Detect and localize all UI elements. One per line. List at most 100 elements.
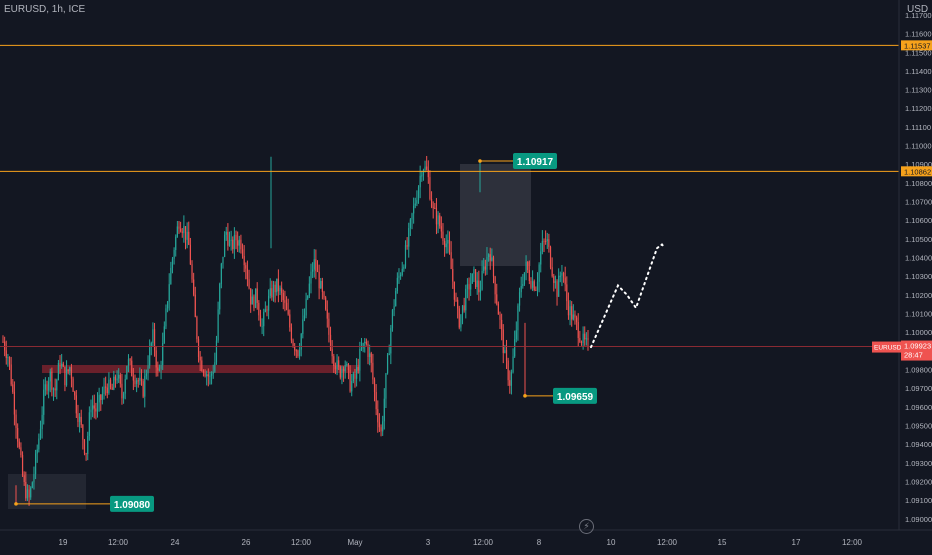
candle-body bbox=[474, 269, 477, 288]
candle-body bbox=[294, 346, 296, 351]
candle-body bbox=[261, 326, 263, 328]
candle-body bbox=[533, 281, 535, 290]
candle-body bbox=[212, 371, 214, 375]
candle-body bbox=[142, 381, 144, 397]
time-tick-label: 10 bbox=[607, 538, 616, 547]
candle-body bbox=[395, 291, 397, 307]
candle-body bbox=[5, 350, 7, 358]
candle-body bbox=[127, 359, 130, 366]
candle-body bbox=[227, 231, 229, 246]
candle-body bbox=[398, 275, 400, 278]
price-tick-label: 1.09500 bbox=[905, 421, 932, 430]
candle-body bbox=[566, 284, 568, 302]
candle-body bbox=[383, 398, 385, 422]
candle-body bbox=[414, 203, 416, 206]
candle-body bbox=[505, 350, 508, 361]
price-tick-label: 1.09300 bbox=[905, 459, 932, 468]
candle-body bbox=[400, 275, 402, 277]
candle-body bbox=[429, 177, 431, 199]
candle-body bbox=[199, 356, 201, 361]
price-tick-label: 1.11300 bbox=[905, 86, 932, 95]
level-price-badge-text: 1.11537 bbox=[904, 41, 931, 50]
price-tick-label: 1.10400 bbox=[905, 254, 932, 263]
candle-body bbox=[31, 482, 33, 488]
price-axis[interactable]: 1.11700 1.11600 1.11500 1.11400 1.11300 1.112… bbox=[905, 11, 932, 524]
candle-body bbox=[194, 294, 196, 318]
candle-body bbox=[116, 378, 118, 381]
candle-body bbox=[165, 308, 167, 327]
candle-body bbox=[250, 288, 252, 305]
candle-body bbox=[391, 310, 394, 329]
candle-body bbox=[437, 215, 439, 225]
candle-body bbox=[51, 371, 53, 390]
candle-body bbox=[380, 427, 382, 432]
candle-body bbox=[180, 228, 182, 232]
candle-body bbox=[83, 439, 86, 454]
candle-body bbox=[373, 379, 376, 392]
candle-body bbox=[331, 349, 333, 357]
candle-body bbox=[487, 254, 490, 258]
candle-body bbox=[77, 413, 79, 423]
candle-body bbox=[248, 279, 250, 289]
candle-body bbox=[471, 273, 473, 284]
candle-body bbox=[468, 284, 470, 290]
price-tick-label: 1.09000 bbox=[905, 515, 932, 524]
candle-body bbox=[377, 409, 379, 423]
candle-body bbox=[171, 258, 174, 268]
candle-body bbox=[259, 315, 262, 327]
candle-body bbox=[238, 239, 240, 246]
candle-body bbox=[137, 380, 139, 382]
candle-body bbox=[44, 384, 46, 390]
price-tick-label: 1.11700 bbox=[905, 11, 932, 20]
candle-body bbox=[281, 287, 283, 293]
candle-body bbox=[315, 259, 317, 272]
symbol-badge bbox=[872, 341, 901, 353]
candle-body bbox=[114, 376, 117, 381]
candle-body bbox=[290, 327, 293, 341]
candle-body bbox=[254, 288, 257, 308]
candle-body bbox=[181, 231, 183, 233]
candle-body bbox=[88, 412, 90, 436]
candle-body bbox=[96, 402, 99, 412]
candle-body bbox=[551, 267, 553, 277]
candle-body bbox=[158, 368, 161, 371]
candle-body bbox=[575, 317, 578, 323]
candle-body bbox=[38, 438, 40, 450]
candle-body bbox=[48, 381, 50, 391]
candle-body bbox=[422, 170, 425, 176]
candle-body bbox=[243, 256, 245, 266]
lightning-icon[interactable]: ⚡ bbox=[579, 519, 594, 534]
candle-body bbox=[545, 241, 547, 243]
time-tick-label: 17 bbox=[792, 538, 801, 547]
candle-body bbox=[338, 360, 340, 367]
candle-body bbox=[444, 240, 446, 248]
candle-body bbox=[347, 363, 350, 370]
candle-body bbox=[2, 341, 4, 343]
current-price-badge bbox=[901, 340, 932, 361]
candle-body bbox=[297, 350, 299, 357]
candle-body bbox=[65, 369, 68, 386]
candle-body bbox=[572, 314, 574, 320]
candle-body bbox=[217, 309, 219, 341]
level-price-badge bbox=[901, 40, 932, 51]
candle-body bbox=[556, 281, 558, 297]
candle-body bbox=[74, 391, 76, 396]
time-axis[interactable]: 19 12:00 24 26 12:00 May 3 12:00 8 10 12:00 15 17 12:… bbox=[59, 538, 863, 547]
candle-body bbox=[365, 341, 367, 344]
candle-body bbox=[452, 268, 454, 282]
candle-body bbox=[285, 302, 288, 310]
candle-body bbox=[492, 257, 495, 277]
candle-body bbox=[18, 441, 20, 448]
candle-body bbox=[282, 292, 284, 301]
levels-layer bbox=[0, 44, 899, 347]
candle-body bbox=[470, 283, 472, 290]
candle-body bbox=[124, 379, 126, 394]
candle-body bbox=[541, 240, 543, 252]
symbol-header[interactable]: EURUSD, 1h, ICE bbox=[4, 4, 86, 15]
candle-body bbox=[90, 409, 92, 413]
candle-body bbox=[17, 428, 19, 442]
candle-body bbox=[416, 200, 418, 204]
candle-body bbox=[483, 266, 485, 271]
